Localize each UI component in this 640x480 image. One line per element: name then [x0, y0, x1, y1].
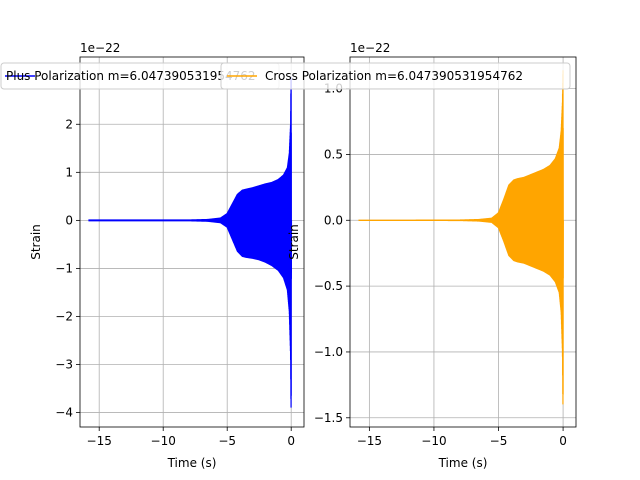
- x-tick-label: −15: [357, 434, 382, 448]
- y-tick-label: −1.0: [314, 345, 343, 359]
- x-tick-label: −10: [151, 434, 176, 448]
- y-tick-label: −4: [55, 406, 73, 420]
- y-tick-label: 1: [65, 165, 73, 179]
- y-tick-label: 2: [65, 117, 73, 131]
- y-axis-label: Strain: [287, 224, 301, 260]
- x-tick-label: −5: [490, 434, 508, 448]
- y-tick-label: 0: [65, 213, 73, 227]
- y-tick-label: −1.5: [314, 411, 343, 425]
- cross-polarization-panel: −15−10−50−1.5−1.0−0.50.00.51.01e−22Time …: [220, 41, 577, 470]
- axes-frame: [79, 56, 305, 428]
- x-tick-label: −15: [87, 434, 112, 448]
- x-tick-label: 0: [287, 434, 295, 448]
- y-tick-label: −3: [55, 358, 73, 372]
- legend-label: Cross Polarization m=6.047390531954762: [265, 69, 523, 83]
- y-tick-label: −2: [55, 309, 73, 323]
- y-tick-label: −0.5: [314, 279, 343, 293]
- y-tick-label: −1: [55, 261, 73, 275]
- offset-text: 1e−22: [80, 41, 120, 55]
- x-tick-label: −5: [218, 434, 236, 448]
- legend-box: [220, 62, 571, 90]
- y-tick-label: 0.0: [324, 213, 343, 227]
- legend-label: Plus Polarization m=6.047390531954762: [6, 69, 256, 83]
- x-axis-label: Time (s): [438, 456, 488, 470]
- x-tick-label: −10: [421, 434, 446, 448]
- y-axis-label: Strain: [29, 224, 43, 260]
- x-axis-label: Time (s): [167, 456, 217, 470]
- y-tick-label: 0.5: [324, 147, 343, 161]
- axes-frame: [349, 56, 577, 428]
- series-line-0: [358, 70, 564, 405]
- series-line-0: [88, 77, 293, 408]
- offset-text: 1e−22: [350, 41, 390, 55]
- x-tick-label: 0: [559, 434, 567, 448]
- legend: Cross Polarization m=6.047390531954762: [220, 62, 571, 90]
